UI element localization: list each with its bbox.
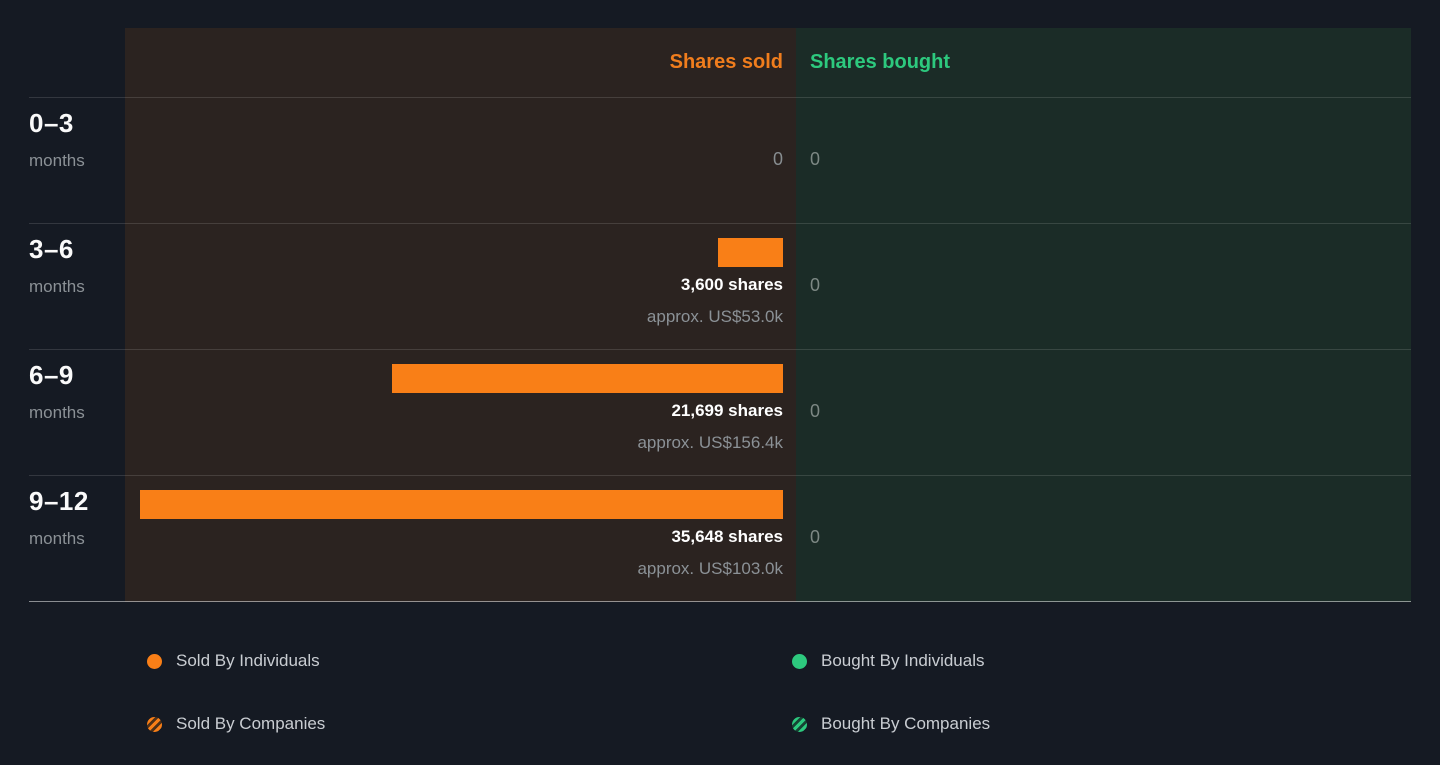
period-label: 0–3 [29,108,74,138]
period-gutter: 6–9 months [29,350,125,475]
sold-companies-swatch-icon [147,716,162,732]
sold-shares-value: 3,600 shares [680,275,783,294]
period-unit-label: months [29,277,85,296]
bought-cell: 0 [796,224,1411,349]
sold-shares-value: 35,648 shares [671,527,783,546]
legend-bought-column: Bought By Individuals Bought By Companie… [792,649,990,736]
period-unit-label: months [29,151,85,170]
bought-individuals-swatch-icon [792,653,807,669]
period-label: 6–9 [29,360,74,390]
chart-row-9-12-months: 9–12 months 35,648 shares approx. US$103… [29,476,1411,602]
chart-row-3-6-months: 3–6 months 3,600 shares approx. US$53.0k… [29,224,1411,350]
legend-label: Sold By Companies [176,714,326,733]
sold-cell: 21,699 shares approx. US$156.4k [125,350,796,475]
period-label: 9–12 [29,486,89,516]
bought-shares-value: 0 [810,275,821,295]
sold-bar-slot [125,98,783,141]
period-gutter: 0–3 months [29,98,125,223]
legend-label: Bought By Individuals [821,651,985,670]
sold-bar [140,490,783,519]
legend-item-sold-individuals: Sold By Individuals [147,649,325,673]
chart-row-0-3-months: 0–3 months 0 0 [29,98,1411,224]
sold-approx-value: approx. US$53.0k [646,307,783,326]
sold-bar [718,238,783,267]
shares-bought-column-header: Shares bought [810,51,951,73]
legend-item-sold-companies: Sold By Companies [147,712,325,736]
legend-label: Bought By Companies [821,714,991,733]
period-unit-label: months [29,529,85,548]
legend-item-bought-companies: Bought By Companies [792,712,990,736]
period-gutter: 3–6 months [29,224,125,349]
sold-cell: 35,648 shares approx. US$103.0k [125,476,796,601]
legend-label: Sold By Individuals [176,651,320,670]
sold-cell: 0 [125,98,796,223]
sold-bar-slot [125,224,783,267]
period-unit-label: months [29,403,85,422]
sold-shares-value: 21,699 shares [671,401,783,420]
sold-approx-value: approx. US$103.0k [637,559,783,578]
bought-shares-value: 0 [810,527,821,547]
bought-shares-value: 0 [810,401,821,421]
sold-bar [392,364,783,393]
sold-bar-slot [125,350,783,393]
sold-approx-value: approx. US$156.4k [637,433,783,452]
bought-cell: 0 [796,98,1411,223]
sold-individuals-swatch-icon [147,653,162,669]
bought-cell: 0 [796,476,1411,601]
shares-bought-column-background [796,28,1411,602]
header-gutter-spacer [29,28,125,97]
bought-shares-value: 0 [810,149,821,169]
period-gutter: 9–12 months [29,476,125,601]
sold-bar-slot [125,476,783,519]
chart-row-6-9-months: 6–9 months 21,699 shares approx. US$156.… [29,350,1411,476]
sold-shares-value: 0 [772,149,783,169]
shares-sold-column-header: Shares sold [669,51,783,73]
legend-item-bought-individuals: Bought By Individuals [792,649,990,673]
sold-cell: 3,600 shares approx. US$53.0k [125,224,796,349]
period-label: 3–6 [29,234,74,264]
legend-sold-column: Sold By Individuals Sold By Companies [147,649,325,736]
bought-companies-swatch-icon [792,716,807,732]
bought-cell: 0 [796,350,1411,475]
chart-header-row: Shares sold Shares bought [29,28,1411,98]
insider-trading-chart: Shares sold Shares bought 0–3 months 0 0 [29,28,1411,602]
